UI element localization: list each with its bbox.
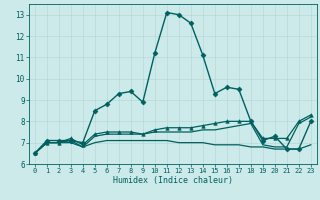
X-axis label: Humidex (Indice chaleur): Humidex (Indice chaleur) — [113, 176, 233, 185]
